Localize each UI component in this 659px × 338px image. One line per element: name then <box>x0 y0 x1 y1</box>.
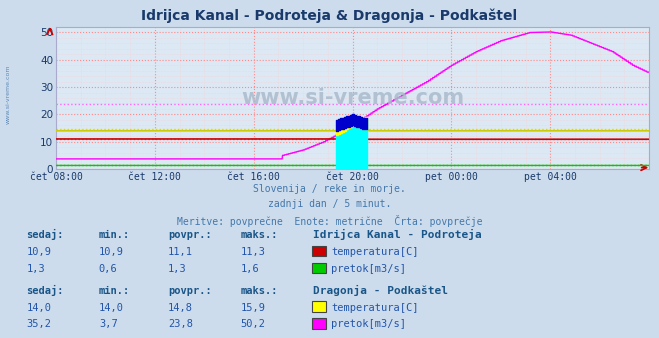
Text: Dragonja - Podkaštel: Dragonja - Podkaštel <box>313 285 448 296</box>
Text: temperatura[C]: temperatura[C] <box>331 247 419 257</box>
Text: sedaj:: sedaj: <box>26 230 64 240</box>
Text: 10,9: 10,9 <box>26 247 51 257</box>
Text: maks.:: maks.: <box>241 286 278 296</box>
Text: 11,3: 11,3 <box>241 247 266 257</box>
Text: 1,6: 1,6 <box>241 264 259 274</box>
Text: 14,8: 14,8 <box>168 303 193 313</box>
Text: min.:: min.: <box>99 286 130 296</box>
Text: 11,1: 11,1 <box>168 247 193 257</box>
Text: www.si-vreme.com: www.si-vreme.com <box>5 65 11 124</box>
Text: 1,3: 1,3 <box>26 264 45 274</box>
Text: 0,6: 0,6 <box>99 264 117 274</box>
Text: 14,0: 14,0 <box>99 303 124 313</box>
Text: 1,3: 1,3 <box>168 264 186 274</box>
Text: Slovenija / reke in morje.: Slovenija / reke in morje. <box>253 184 406 194</box>
Text: pretok[m3/s]: pretok[m3/s] <box>331 264 407 274</box>
Text: 23,8: 23,8 <box>168 319 193 330</box>
Text: povpr.:: povpr.: <box>168 286 212 296</box>
Text: pretok[m3/s]: pretok[m3/s] <box>331 319 407 330</box>
Text: Idrijca Kanal - Podroteja & Dragonja - Podkaštel: Idrijca Kanal - Podroteja & Dragonja - P… <box>142 8 517 23</box>
Text: Meritve: povprečne  Enote: metrične  Črta: povprečje: Meritve: povprečne Enote: metrične Črta:… <box>177 215 482 227</box>
Text: 15,9: 15,9 <box>241 303 266 313</box>
Text: zadnji dan / 5 minut.: zadnji dan / 5 minut. <box>268 199 391 210</box>
Text: temperatura[C]: temperatura[C] <box>331 303 419 313</box>
Text: 14,0: 14,0 <box>26 303 51 313</box>
Text: maks.:: maks.: <box>241 230 278 240</box>
Text: povpr.:: povpr.: <box>168 230 212 240</box>
Text: 3,7: 3,7 <box>99 319 117 330</box>
Text: Idrijca Kanal - Podroteja: Idrijca Kanal - Podroteja <box>313 230 482 240</box>
Text: sedaj:: sedaj: <box>26 285 64 296</box>
Text: 10,9: 10,9 <box>99 247 124 257</box>
Text: 50,2: 50,2 <box>241 319 266 330</box>
Text: 35,2: 35,2 <box>26 319 51 330</box>
Text: www.si-vreme.com: www.si-vreme.com <box>241 88 464 108</box>
Text: min.:: min.: <box>99 230 130 240</box>
